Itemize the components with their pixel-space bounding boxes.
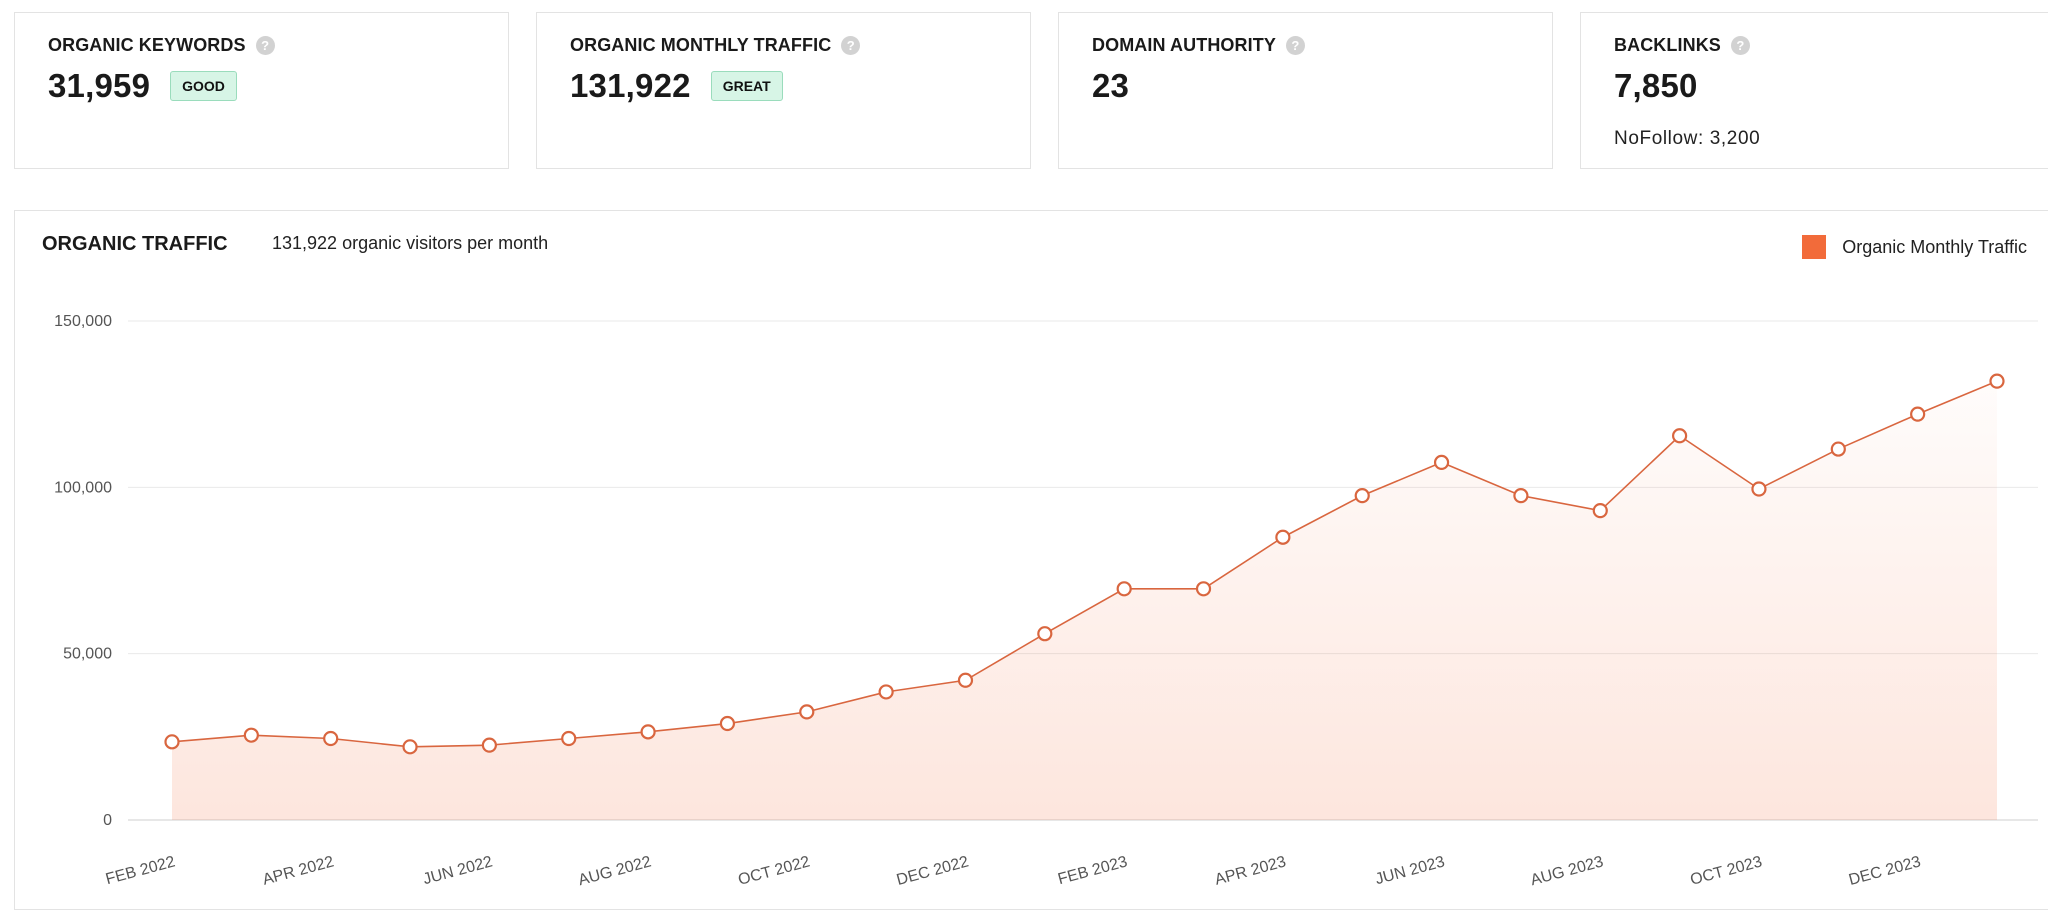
data-point: [719, 715, 736, 732]
status-badge: GOOD: [170, 71, 237, 101]
help-icon[interactable]: ?: [1730, 36, 1750, 55]
y-tick-label: 100,000: [54, 479, 112, 496]
help-icon[interactable]: ?: [841, 36, 861, 55]
data-point: [878, 684, 894, 700]
metric-card-domain-authority: DOMAIN AUTHORITY ? 23: [1058, 12, 1553, 169]
metric-title: ORGANIC KEYWORDS ?: [48, 35, 275, 56]
x-tick-label: AUG 2022: [577, 853, 654, 889]
x-tick-label: DEC 2022: [895, 853, 971, 889]
chart-title: ORGANIC TRAFFIC: [42, 233, 228, 255]
metric-title-text: DOMAIN AUTHORITY: [1092, 35, 1276, 55]
metric-title: DOMAIN AUTHORITY ?: [1092, 35, 1305, 56]
metric-value: 7,850: [1614, 67, 1698, 104]
data-point: [1830, 441, 1846, 457]
data-point: [1354, 488, 1370, 504]
metric-value: 131,922: [570, 67, 691, 104]
y-tick-label: 150,000: [54, 313, 112, 330]
data-point: [1195, 581, 1212, 597]
x-tick-label: FEB 2023: [1056, 853, 1129, 888]
x-tick-label: OCT 2022: [736, 853, 812, 888]
x-tick-label: OCT 2023: [1689, 853, 1765, 888]
chart-legend[interactable]: Organic Monthly Traffic: [1802, 235, 2027, 259]
x-tick-label: JUN 2022: [421, 853, 494, 888]
metric-card-organic-monthly-traffic: ORGANIC MONTHLY TRAFFIC ? 131,922 GREAT: [536, 12, 1031, 169]
data-point: [957, 672, 974, 688]
series-line: [171, 380, 1998, 748]
data-point: [1116, 581, 1132, 597]
metric-card-organic-keywords: ORGANIC KEYWORDS ? 31,959 GOOD: [14, 12, 509, 169]
y-tick-label: 50,000: [63, 646, 112, 663]
x-tick-label: FEB 2022: [104, 853, 177, 888]
data-point: [1433, 454, 1450, 470]
data-point: [1672, 428, 1688, 444]
metric-title-text: BACKLINKS: [1614, 35, 1721, 55]
traffic-chart: 0 50,000 100,000 150,000 FEB 2022 APR 2022 JUN…: [54, 313, 2038, 889]
data-point: [164, 734, 180, 750]
y-tick-label: 0: [103, 812, 112, 829]
x-tick-label: AUG 2023: [1529, 853, 1606, 889]
metric-value: 23: [1092, 67, 1130, 104]
nofollow-count: NoFollow: 3,200: [1614, 128, 1761, 149]
x-tick-label: APR 2023: [1213, 853, 1288, 888]
data-point: [640, 724, 656, 740]
metric-title: BACKLINKS ?: [1614, 35, 1750, 56]
data-point: [481, 737, 497, 753]
x-tick-label: JUN 2023: [1373, 853, 1446, 888]
data-point: [1275, 529, 1291, 545]
data-point: [561, 730, 577, 747]
help-icon[interactable]: ?: [1285, 36, 1305, 55]
data-point: [1037, 626, 1053, 642]
series-area: [172, 381, 1997, 820]
metric-value: 31,959: [48, 67, 151, 104]
x-tick-label: DEC 2023: [1847, 853, 1923, 889]
data-point: [1513, 488, 1529, 504]
data-point: [402, 739, 418, 755]
metric-title-text: ORGANIC KEYWORDS: [48, 35, 246, 55]
legend-label: Organic Monthly Traffic: [1842, 236, 2027, 257]
data-point: [1989, 373, 2005, 389]
data-point: [323, 730, 339, 747]
metric-title: ORGANIC MONTHLY TRAFFIC ?: [570, 35, 861, 56]
data-point: [1751, 481, 1767, 497]
status-badge: GREAT: [710, 71, 783, 101]
metric-card-backlinks: BACKLINKS ? 7,850 NoFollow: 3,200: [1580, 12, 2048, 169]
data-point: [243, 727, 259, 743]
data-point: [1592, 503, 1608, 519]
legend-swatch: [1802, 235, 1827, 259]
data-point: [1910, 406, 1926, 422]
chart-subtitle: 131,922 organic visitors per month: [272, 233, 549, 253]
data-point: [799, 704, 815, 720]
metric-title-text: ORGANIC MONTHLY TRAFFIC: [570, 35, 832, 55]
help-icon[interactable]: ?: [255, 36, 275, 55]
x-tick-label: APR 2022: [261, 853, 336, 888]
